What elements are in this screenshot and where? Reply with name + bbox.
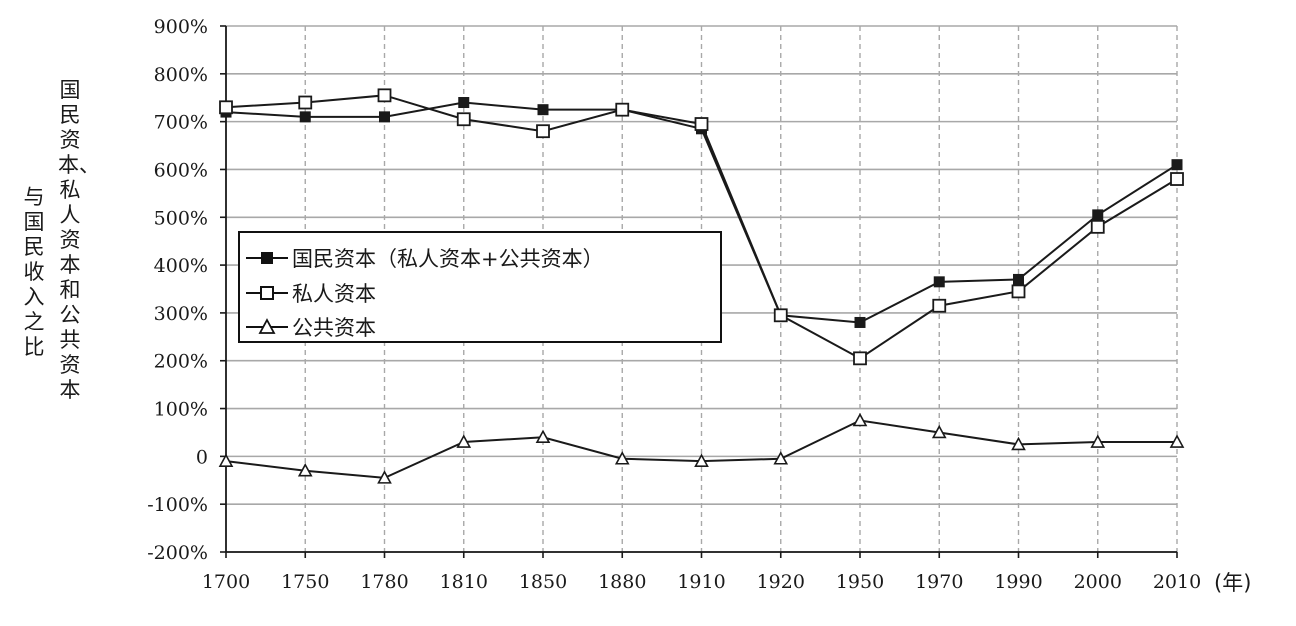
x-tick-label: 1750 <box>281 571 329 593</box>
data-point-marker <box>854 316 866 328</box>
open-triangle-marker-icon <box>246 318 288 334</box>
x-tick-label: 1880 <box>598 571 646 593</box>
data-point-marker <box>458 97 470 109</box>
legend-label: 国民资本（私人资本+公共资本） <box>292 247 604 271</box>
y-axis-label-line-1: 国民资本、私人资本和公共资本 <box>58 78 100 402</box>
y-tick-label: 900% <box>154 16 208 38</box>
x-tick-label: 1970 <box>915 571 963 593</box>
data-point-marker <box>537 104 549 116</box>
data-point-marker <box>1090 434 1106 448</box>
y-axis-label-line-2: 与国民收入之比 <box>23 185 45 359</box>
y-tick-label: 700% <box>154 112 208 134</box>
legend-label: 私人资本 <box>292 282 376 306</box>
x-axis-unit-label: (年) <box>1214 571 1252 595</box>
legend-item-public-capital: 公共资本 <box>246 312 376 342</box>
x-tick-label: 1950 <box>836 571 884 593</box>
x-tick-labels: 1700 1750 1780 1810 1850 1880 1910 1920 1950 1970… <box>202 571 1201 593</box>
x-tick-label: 1700 <box>202 571 250 593</box>
y-tick-label: 300% <box>154 303 208 325</box>
filled-square-marker-icon <box>246 252 288 264</box>
y-tick-label: 0 <box>196 446 208 468</box>
y-tick-label: -200% <box>147 542 208 564</box>
y-tick-label: 500% <box>154 207 208 229</box>
data-point-marker <box>933 276 945 288</box>
x-tick-label: 1990 <box>994 571 1042 593</box>
data-point-marker <box>456 112 471 127</box>
legend-label: 公共资本 <box>292 316 376 340</box>
y-tick-label: 800% <box>154 64 208 86</box>
y-tick-label: 600% <box>154 159 208 181</box>
y-tick-label: -100% <box>147 494 208 516</box>
chart-legend: 国民资本（私人资本+公共资本） 私人资本 公共资本 <box>238 231 722 343</box>
data-point-marker <box>536 124 550 139</box>
data-point-marker <box>218 453 234 467</box>
series-2 <box>218 412 1185 484</box>
data-point-marker <box>297 463 313 477</box>
data-point-marker <box>456 434 472 448</box>
data-point-marker <box>298 95 313 110</box>
y-tick-label: 200% <box>154 351 208 373</box>
data-point-marker <box>1013 273 1024 285</box>
open-square-marker-icon <box>246 286 288 300</box>
data-point-marker <box>694 117 709 131</box>
data-point-marker <box>853 351 867 366</box>
data-point-marker <box>1011 284 1026 299</box>
x-tick-label: 1850 <box>519 571 567 593</box>
y-tick-label: 400% <box>154 255 208 277</box>
x-tick-label: 1780 <box>360 571 408 593</box>
data-point-marker <box>219 100 233 115</box>
data-point-marker <box>773 451 789 465</box>
legend-item-national-capital: 国民资本（私人资本+公共资本） <box>246 243 604 273</box>
data-point-marker <box>852 412 868 427</box>
data-point-marker <box>773 308 788 323</box>
x-tick-label: 1810 <box>440 571 488 593</box>
x-tick-label: 1920 <box>757 571 805 593</box>
data-point-marker <box>694 453 709 467</box>
data-point-marker <box>377 88 392 103</box>
data-point-marker <box>1092 209 1104 221</box>
x-tick-label: 2000 <box>1074 571 1122 593</box>
x-tick-label: 1910 <box>677 571 725 593</box>
data-series <box>218 88 1185 484</box>
data-point-marker <box>614 451 630 465</box>
data-point-marker <box>377 470 392 484</box>
y-tick-labels: 900% 800% 700% 600% 500% 400% 300% 200% 100% 0 -10… <box>147 16 208 564</box>
data-point-marker <box>615 102 630 117</box>
x-tick-label: 2010 <box>1153 571 1201 593</box>
data-point-marker <box>931 424 947 439</box>
data-point-marker <box>1171 159 1183 171</box>
data-point-marker <box>1169 434 1185 448</box>
data-point-marker <box>1170 172 1184 186</box>
data-point-marker <box>299 111 311 123</box>
series-1 <box>219 88 1184 366</box>
data-point-marker <box>932 298 947 313</box>
legend-item-private-capital: 私人资本 <box>246 278 376 308</box>
data-point-marker <box>379 111 390 123</box>
y-tick-label: 100% <box>154 399 208 421</box>
data-point-marker <box>535 429 551 444</box>
data-point-marker <box>1090 219 1105 234</box>
data-point-marker <box>1011 436 1026 451</box>
